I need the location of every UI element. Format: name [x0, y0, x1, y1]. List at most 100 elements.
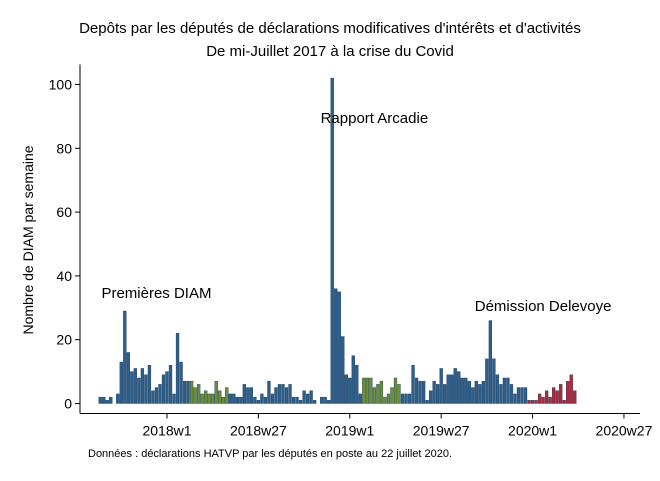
x-tick-label-2019w27: 2019w27 — [413, 423, 470, 439]
bar-week-26 — [256, 400, 261, 404]
bar-week-42 — [312, 400, 317, 404]
bar-week-95 — [499, 384, 503, 404]
bar-week-107 — [541, 396, 545, 404]
bar-week-35 — [288, 384, 292, 404]
bar-week-73 — [421, 380, 426, 404]
bar-week--17 — [105, 400, 109, 404]
bar-week-1 — [168, 365, 173, 404]
bar-week-47 — [330, 77, 334, 404]
y-tick-label-40: 40 — [56, 268, 72, 284]
bar-week--13 — [119, 361, 123, 404]
bar-week-77 — [436, 384, 440, 404]
bar-week-6 — [186, 380, 190, 404]
bar-week-106 — [537, 393, 542, 404]
bar-week-38 — [298, 400, 303, 404]
bar-week-69 — [407, 393, 412, 404]
bar-week-102 — [523, 387, 528, 404]
bar-week-92 — [488, 320, 493, 404]
bar-week-79 — [443, 384, 447, 404]
x-tick-label-2018w27: 2018w27 — [230, 423, 287, 439]
bar-week-29 — [267, 380, 271, 404]
bar-week-84 — [460, 377, 464, 404]
bar-week-90 — [481, 380, 485, 404]
y-tick-label-0: 0 — [64, 396, 72, 412]
bar-week-57 — [365, 377, 370, 404]
bar-week--6 — [144, 374, 148, 404]
bar-week-8 — [193, 387, 197, 404]
bar-week--12 — [123, 310, 127, 404]
bar-week-94 — [495, 374, 500, 404]
source-note: Données : déclarations HATVP par les dép… — [88, 448, 452, 460]
bar-week-55 — [358, 393, 362, 404]
bar-week-54 — [355, 365, 359, 404]
bar-week-96 — [502, 377, 507, 404]
bar-week-87 — [471, 387, 475, 404]
bar-week-0 — [165, 371, 169, 404]
bar-week-48 — [334, 288, 338, 404]
bar-week--5 — [147, 365, 152, 404]
bar-week-52 — [348, 377, 352, 404]
bar-week-75 — [428, 390, 433, 404]
bar-week-97 — [506, 377, 510, 404]
bar-week-64 — [390, 387, 394, 404]
y-tick-label-20: 20 — [56, 332, 72, 348]
x-tick-label-2019w1: 2019w1 — [325, 423, 374, 439]
bar-week-45 — [323, 396, 327, 404]
bar-week-33 — [281, 384, 285, 404]
bar-week-71 — [414, 377, 419, 404]
bar-week-61 — [379, 380, 384, 404]
bar-week-30 — [270, 393, 275, 404]
bar-week-10 — [200, 393, 204, 404]
bar-week-83 — [457, 371, 461, 404]
bar-week-74 — [425, 400, 429, 404]
bar-week-101 — [520, 387, 524, 404]
bar-week-3 — [175, 333, 180, 404]
bar-week-72 — [418, 380, 422, 404]
bar-week--2 — [158, 384, 162, 404]
x-tick-label-2020w1: 2020w1 — [508, 423, 557, 439]
bar-week-58 — [369, 377, 373, 404]
bar-week-93 — [492, 358, 496, 404]
bar-week-68 — [404, 393, 408, 404]
bar-week-100 — [516, 387, 521, 404]
bar-week-56 — [362, 377, 366, 404]
bar-week-32 — [277, 384, 282, 404]
bar-week-24 — [249, 387, 254, 404]
bar-week-111 — [555, 390, 559, 404]
bar-week--8 — [137, 377, 141, 404]
x-tick-label-2018w1: 2018w1 — [142, 423, 191, 439]
bar-week--10 — [130, 371, 134, 404]
bar-week-36 — [291, 396, 296, 404]
bar-week-104 — [530, 400, 535, 404]
bar-week-110 — [552, 387, 556, 404]
bar-week-18 — [228, 393, 232, 404]
bar-week-51 — [344, 374, 348, 404]
bar-week-37 — [295, 396, 299, 404]
bar-week-14 — [214, 380, 218, 404]
bar-week-63 — [386, 393, 391, 404]
bar-week-86 — [467, 380, 471, 404]
bar-week-65 — [393, 377, 398, 404]
bar-week--19 — [98, 396, 102, 404]
bar-week-109 — [548, 396, 552, 404]
bar-week-116 — [573, 390, 577, 404]
bar-week-17 — [225, 387, 229, 404]
bar-week-85 — [464, 377, 468, 404]
bar-week-89 — [478, 384, 482, 404]
bar-week-112 — [559, 384, 563, 404]
bar-week--11 — [126, 352, 130, 404]
bar-week--1 — [161, 374, 166, 404]
bar-week-80 — [446, 374, 450, 404]
bar-week-13 — [211, 393, 215, 404]
y-tick-label-80: 80 — [56, 140, 72, 156]
bar-week-46 — [327, 400, 331, 404]
chart-subtitle: De mi-Juillet 2017 à la crise du Covid — [206, 43, 454, 60]
bar-week--4 — [151, 390, 155, 404]
bar-week-49 — [337, 291, 341, 404]
chart-title: Depôts par les députés de déclarations m… — [79, 20, 581, 37]
annotation-0: Premières DIAM — [101, 285, 211, 302]
plot-area: 0 20 40 60 80 100 2018w1 2018w27 2019w1 2019w27 20… — [49, 64, 653, 439]
y-tick-label-60: 60 — [56, 204, 72, 220]
annotation-1: Rapport Arcadie — [321, 110, 429, 127]
